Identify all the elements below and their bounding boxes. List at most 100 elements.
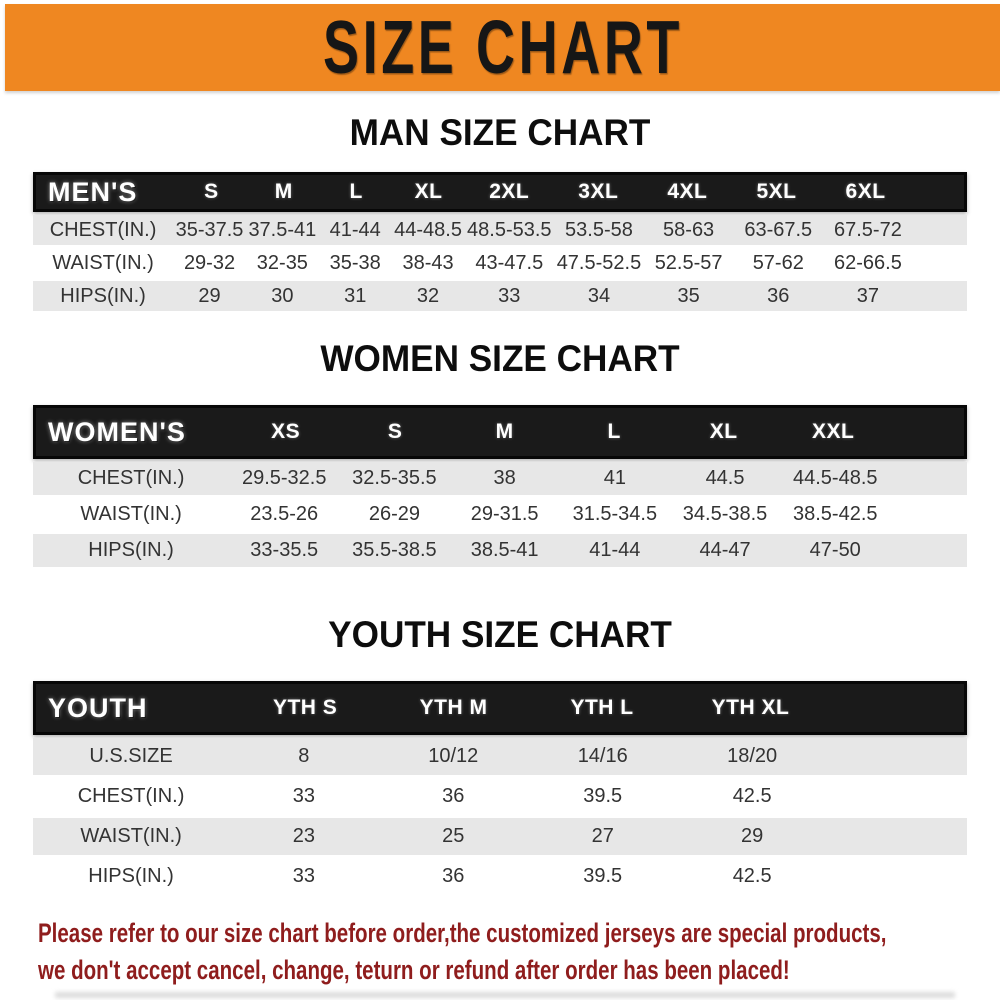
table-cell: 44-47 [699, 539, 751, 561]
table-row: U.S.SIZE 8 10/12 14/16 18/20 [33, 738, 967, 775]
table-cell: 35 [677, 284, 700, 307]
table-cell: 52.5-57 [654, 251, 723, 274]
table-cell: 32.5-35.5 [352, 467, 437, 489]
section-heading: MAN SIZE CHART [349, 112, 651, 153]
table-row: HIPS(IN.) 33 36 39.5 42.5 [33, 858, 967, 895]
table-cell: 48.5-53.5 [467, 218, 552, 241]
table-cell: 38.5-42.5 [792, 503, 878, 525]
table-cell: 27 [591, 825, 614, 847]
table-cell: 10/12 [428, 745, 479, 767]
column-header: M [274, 180, 293, 203]
column-header: YTH M [419, 696, 488, 719]
row-label: WAIST(IN.) [80, 503, 182, 525]
table-cell: 36 [767, 284, 790, 307]
table-cell: 36 [442, 785, 465, 807]
table-cell: 8 [298, 745, 310, 767]
table-cell: 43-47.5 [475, 251, 544, 274]
table-header-row: MEN'S S M L XL 2XL 3XL 4XL 5XL 6XL [33, 172, 967, 212]
table-cell: 23.5-26 [250, 503, 319, 525]
section-men: MAN SIZE CHART MEN'S S M L XL 2XL 3XL 4XL 5XL 6XL C… [0, 113, 1000, 311]
table-header-label: YOUTH [48, 692, 148, 723]
table-cell: 44-48.5 [394, 218, 462, 241]
section-heading: WOMEN SIZE CHART [320, 338, 680, 379]
column-header: 2XL [489, 180, 530, 203]
table-row: HIPS(IN.) 29 30 31 32 33 34 35 36 37 [33, 281, 967, 311]
size-table: WOMEN'S XS S M L XL XXL CHEST(IN.) 29.5-32.5 32.5… [33, 405, 967, 567]
table-cell: 39.5 [583, 785, 623, 807]
column-header: YTH L [570, 696, 634, 719]
table-row: WAIST(IN.) 23.5-26 26-29 29-31.5 31.5-34.5 34… [33, 498, 967, 531]
table-row: WAIST(IN.) 23 25 27 29 [33, 818, 967, 855]
table-cell: 47-50 [809, 539, 861, 561]
column-header: XL [414, 180, 443, 203]
footer-line-1: Please refer to our size chart before or… [38, 918, 887, 948]
table-cell: 30 [271, 284, 294, 307]
table-cell: 63-67.5 [744, 218, 813, 241]
row-label: CHEST(IN.) [77, 467, 185, 489]
table-cell: 41-44 [329, 218, 381, 241]
section-heading: YOUTH SIZE CHART [328, 614, 672, 655]
banner-title: SIZE CHART [322, 5, 683, 90]
size-table: MEN'S S M L XL 2XL 3XL 4XL 5XL 6XL CHEST(IN.) 35-37… [33, 172, 967, 311]
table-cell: 29-32 [183, 251, 236, 274]
row-label: WAIST(IN.) [52, 251, 154, 274]
bottom-shadow-strip [55, 992, 955, 998]
column-header: S [204, 180, 219, 203]
size-table: YOUTH YTH S YTH M YTH L YTH XL U.S.SIZE 8 10/12… [33, 681, 967, 895]
section-women: WOMEN SIZE CHART WOMEN'S XS S M L XL XXL CHEST(I… [0, 339, 1000, 567]
column-header: 3XL [578, 180, 619, 203]
table-cell: 33 [292, 865, 315, 887]
table-header-row: WOMEN'S XS S M L XL XXL [33, 405, 967, 459]
row-label: HIPS(IN.) [88, 539, 174, 561]
footer-line-2: we don't accept cancel, change, teturn o… [38, 955, 790, 985]
sections-container: MAN SIZE CHART MEN'S S M L XL 2XL 3XL 4XL 5XL 6XL C… [0, 113, 1000, 895]
table-header-label: MEN'S [48, 176, 138, 207]
table-row: CHEST(IN.) 33 36 39.5 42.5 [33, 778, 967, 815]
table-cell: 14/16 [577, 745, 628, 767]
table-cell: 38 [493, 467, 516, 489]
table-cell: 41 [603, 467, 626, 489]
row-label: CHEST(IN.) [49, 218, 157, 241]
row-label: U.S.SIZE [89, 745, 173, 767]
table-cell: 47.5-52.5 [556, 251, 642, 274]
column-header: YTH S [272, 696, 338, 719]
table-row: WAIST(IN.) 29-32 32-35 35-38 38-43 43-47.5 47.… [33, 248, 967, 278]
column-header: XXL [811, 420, 855, 443]
table-header-row: YOUTH YTH S YTH M YTH L YTH XL [33, 681, 967, 735]
table-row: HIPS(IN.) 33-35.5 35.5-38.5 38.5-41 41-44 44-… [33, 534, 967, 567]
table-cell: 42.5 [732, 865, 772, 887]
table-header-label: WOMEN'S [48, 416, 186, 447]
column-header: S [387, 420, 403, 443]
table-cell: 33-35.5 [250, 539, 319, 561]
column-header: XS [271, 420, 301, 443]
table-cell: 33 [498, 284, 521, 307]
table-cell: 38-43 [402, 251, 454, 274]
table-cell: 23 [292, 825, 315, 847]
table-cell: 62-66.5 [834, 251, 902, 274]
table-cell: 26-29 [368, 503, 420, 525]
table-cell: 39.5 [583, 865, 623, 887]
column-header: L [349, 180, 363, 203]
table-cell: 38.5-41 [470, 539, 539, 561]
table-cell: 42.5 [732, 785, 772, 807]
table-cell: 41-44 [589, 539, 641, 561]
column-header: 4XL [667, 180, 708, 203]
table-cell: 44.5-48.5 [792, 467, 878, 489]
column-header: L [607, 420, 621, 443]
row-label: WAIST(IN.) [80, 825, 182, 847]
table-cell: 32 [416, 284, 440, 307]
table-cell: 32-35 [256, 251, 308, 274]
table-cell: 29 [741, 825, 764, 847]
table-cell: 58-63 [663, 218, 715, 241]
row-label: HIPS(IN.) [88, 865, 174, 887]
table-cell: 37 [856, 284, 880, 307]
column-header: 5XL [756, 180, 797, 203]
table-cell: 34.5-38.5 [682, 503, 768, 525]
column-header: XL [709, 420, 738, 443]
table-cell: 29-31.5 [470, 503, 539, 525]
table-cell: 35.5-38.5 [352, 539, 437, 561]
table-cell: 37.5-41 [248, 218, 317, 241]
table-cell: 25 [442, 825, 465, 847]
table-row: CHEST(IN.) 29.5-32.5 32.5-35.5 38 41 44.5 44.5… [33, 462, 967, 495]
